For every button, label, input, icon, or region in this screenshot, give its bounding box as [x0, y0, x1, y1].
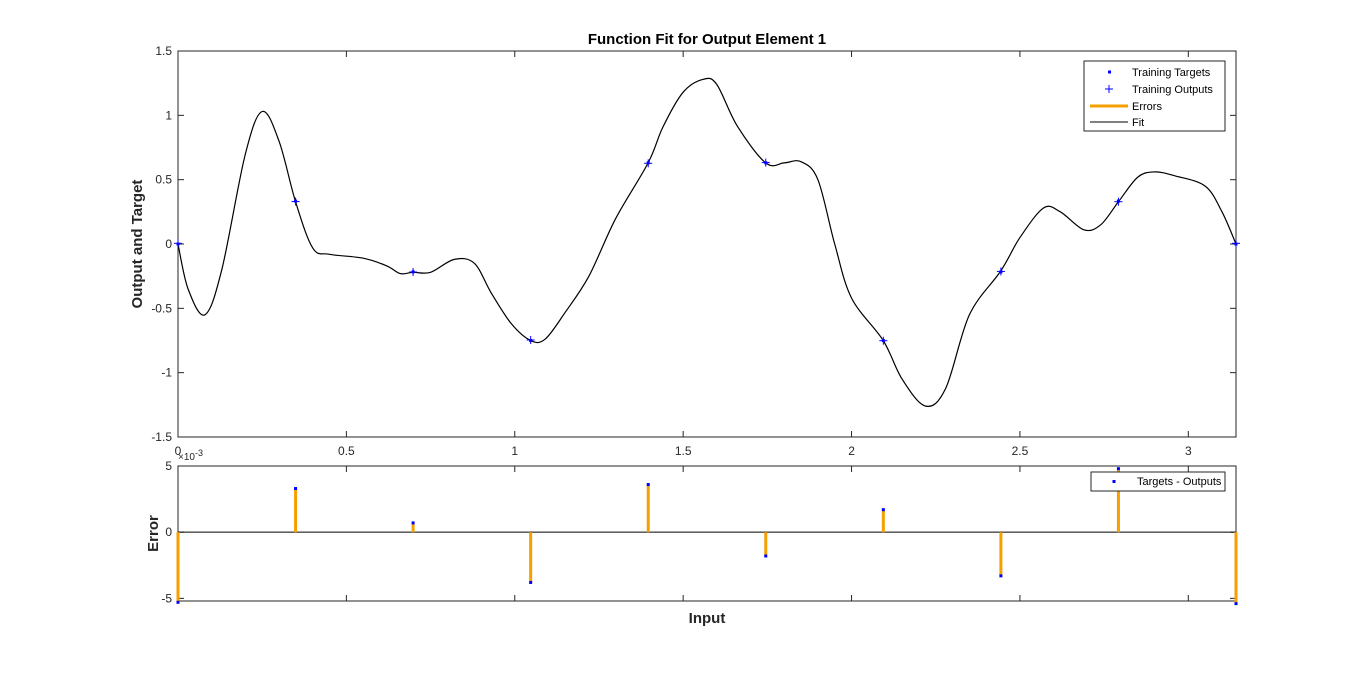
fit-x-tick-label: 3 [1185, 444, 1192, 458]
training-output-point [879, 336, 888, 345]
fit-axes-box [177, 50, 1237, 438]
fit-x-tick-label: 1.5 [675, 444, 692, 458]
training-output-point [996, 267, 1005, 276]
chart-title: Function Fit for Output Element 1 [588, 31, 826, 48]
fit-x-ticks: 0 0.5 1 1.5 2 2.5 3 [175, 51, 1192, 458]
training-output-point [644, 159, 653, 168]
error-axes: -5 0 5 ×10-3 Error Input Targets - Outputs [145, 448, 1238, 627]
fit-markers-group [174, 158, 1240, 345]
training-output-point [174, 239, 182, 248]
error-axes-box [177, 465, 1237, 602]
fit-y-tick-label: 1.5 [155, 44, 172, 58]
error-point [529, 580, 533, 584]
fit-y-tick-label: 0 [165, 237, 172, 251]
error-point [646, 483, 650, 487]
training-output-point [1232, 239, 1240, 248]
error-point [411, 521, 415, 525]
fit-x-tick-label: 2.5 [1012, 444, 1029, 458]
error-point [764, 554, 768, 558]
error-point [1234, 602, 1238, 606]
error-y-tick-label: -5 [161, 591, 172, 605]
error-point [881, 508, 885, 512]
error-y-axis-label: Error [145, 515, 162, 552]
fit-line-group [177, 77, 1237, 407]
training-output-point [526, 336, 535, 345]
fit-x-tick-label: 0 [175, 444, 182, 458]
legend-symbol-training-targets [1108, 70, 1111, 74]
fit-line [177, 77, 1237, 407]
error-x-ticks [345, 466, 1189, 601]
training-output-point [291, 197, 300, 206]
error-y-tick-label: 5 [165, 459, 172, 473]
fit-x-tick-label: 2 [848, 444, 855, 458]
fit-x-tick-label: 0.5 [338, 444, 355, 458]
legend-marker-targets [1108, 70, 1111, 74]
training-output-point [409, 267, 418, 276]
error-legend-box [1090, 471, 1226, 492]
legend-symbol-training-outputs [1105, 85, 1113, 93]
fit-y-axis-label: Output and Target [129, 180, 146, 309]
x-exponent-power: -3 [195, 448, 203, 458]
error-point [176, 600, 180, 604]
x-axis-label: Input [689, 610, 726, 627]
error-point [294, 487, 298, 490]
fit-axes: 0 0.5 1 1.5 2 2.5 3 -1.5 -1 -0.5 0 0.5 1 1.5 Functio… [129, 31, 1240, 458]
fit-x-tick-label: 1 [511, 444, 518, 458]
error-point [1116, 467, 1120, 471]
fit-y-tick-label: 1 [165, 108, 172, 122]
x-exponent-label: ×10-3 [178, 448, 203, 463]
legend-entry-training-targets: Training Targets [1132, 67, 1211, 79]
fit-legend-box [1083, 60, 1226, 132]
training-output-point [1114, 197, 1123, 206]
fit-y-ticks: -1.5 -1 -0.5 0 0.5 1 1.5 [151, 44, 1236, 444]
fit-y-tick-label: -0.5 [151, 301, 172, 315]
legend-entry-targets-outputs: Targets - Outputs [1137, 476, 1222, 488]
fit-y-tick-label: -1 [161, 366, 172, 380]
legend-entry-errors: Errors [1132, 101, 1162, 113]
training-output-point [761, 158, 770, 167]
legend-symbol-targets-outputs [1112, 480, 1116, 483]
legend-entry-training-outputs: Training Outputs [1132, 84, 1213, 96]
error-legend: Targets - Outputs [1090, 471, 1226, 492]
error-point [999, 574, 1003, 578]
fit-y-tick-label: -1.5 [151, 430, 172, 444]
fit-y-tick-label: 0.5 [155, 173, 172, 187]
fit-legend: Training Targets Training Outputs Errors… [1083, 60, 1226, 132]
legend-entry-fit: Fit [1132, 117, 1144, 129]
error-y-tick-label: 0 [165, 525, 172, 539]
x-exponent-base: ×10 [178, 452, 195, 463]
